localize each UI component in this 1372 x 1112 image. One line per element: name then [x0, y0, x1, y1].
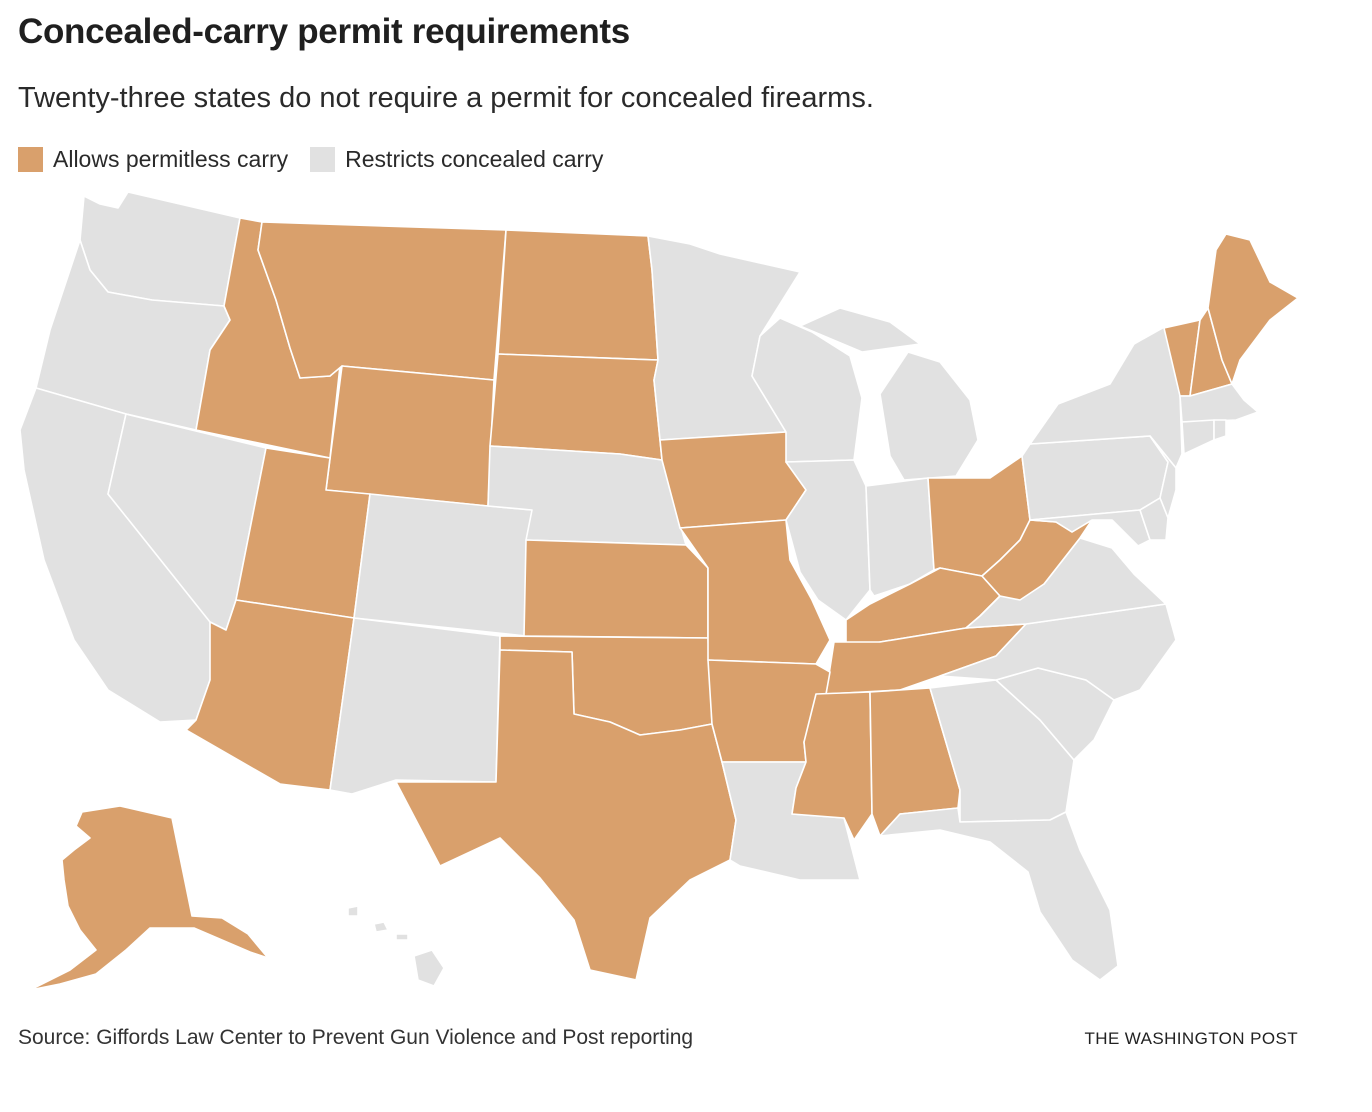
legend-label-permitless: Allows permitless carry — [53, 146, 289, 172]
state-HI-1[interactable] — [347, 905, 359, 917]
state-TX[interactable] — [395, 649, 737, 981]
state-MI-UP[interactable] — [799, 307, 921, 353]
state-ME[interactable] — [1207, 233, 1299, 385]
source-note: Source: Giffords Law Center to Prevent G… — [18, 1026, 694, 1049]
state-NM[interactable] — [329, 617, 501, 795]
publisher-credit: THE WASHINGTON POST — [1084, 1029, 1298, 1048]
legend-label-restricted: Restricts concealed carry — [345, 146, 604, 172]
chart-subtitle: Twenty-three states do not require a per… — [18, 82, 874, 114]
state-KS[interactable] — [523, 539, 709, 639]
legend-swatch-restricted — [310, 147, 336, 172]
state-HI-2[interactable] — [373, 921, 389, 933]
state-IL[interactable] — [785, 459, 871, 621]
state-SD[interactable] — [489, 353, 663, 461]
state-MT[interactable] — [257, 221, 507, 381]
state-HI-4[interactable] — [413, 949, 445, 987]
legend: Allows permitless carry Restricts concea… — [18, 146, 625, 173]
state-MO[interactable] — [679, 519, 831, 665]
legend-item-restricted: Restricts concealed carry — [310, 146, 603, 173]
us-state-map — [19, 191, 1299, 991]
legend-item-permitless: Allows permitless carry — [18, 146, 288, 173]
state-WI[interactable] — [751, 317, 863, 463]
chart-title: Concealed-carry permit requirements — [18, 12, 630, 51]
state-WY[interactable] — [325, 365, 495, 507]
state-AZ[interactable] — [185, 599, 355, 791]
state-FL[interactable] — [879, 807, 1119, 981]
state-HI-3[interactable] — [395, 933, 409, 941]
state-ND[interactable] — [497, 229, 659, 361]
legend-swatch-permitless — [18, 147, 43, 172]
state-AK[interactable] — [29, 805, 269, 991]
state-WV[interactable] — [981, 519, 1093, 601]
state-VA[interactable] — [965, 537, 1167, 629]
state-IA[interactable] — [659, 431, 807, 529]
state-MI[interactable] — [879, 351, 979, 481]
state-CO[interactable] — [353, 493, 533, 637]
state-DE[interactable] — [1139, 497, 1169, 541]
state-RI[interactable] — [1213, 419, 1227, 441]
state-CT[interactable] — [1181, 419, 1215, 455]
